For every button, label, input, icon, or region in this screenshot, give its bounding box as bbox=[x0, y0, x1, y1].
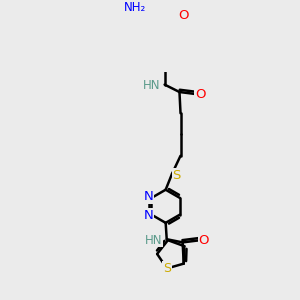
Text: S: S bbox=[172, 169, 181, 182]
Text: O: O bbox=[198, 234, 209, 247]
Text: O: O bbox=[178, 10, 188, 22]
Text: NH₂: NH₂ bbox=[124, 1, 146, 14]
Text: N: N bbox=[144, 190, 154, 203]
Text: O: O bbox=[195, 88, 206, 100]
Text: S: S bbox=[163, 262, 171, 275]
Text: N: N bbox=[144, 209, 154, 222]
Text: HN: HN bbox=[143, 79, 160, 92]
Text: HN: HN bbox=[145, 234, 162, 247]
